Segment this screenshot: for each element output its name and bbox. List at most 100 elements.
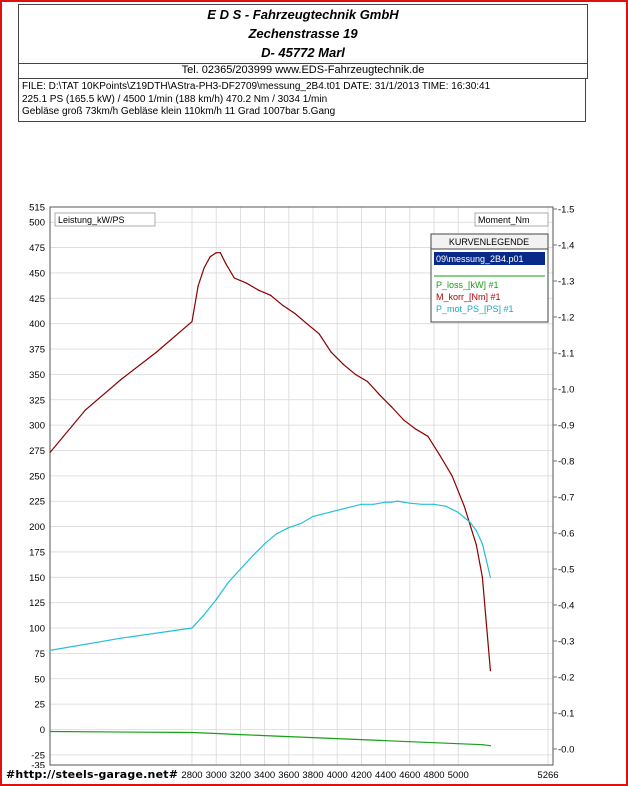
left-tick-label: 450 (29, 268, 45, 279)
series-point (409, 502, 411, 504)
series-point (276, 533, 278, 535)
series-point (155, 351, 158, 353)
series-point (372, 503, 375, 505)
series-point (427, 435, 429, 437)
left-tick-label: 75 (34, 649, 45, 660)
right-tick-label: -1.2 (558, 313, 574, 324)
right-tick-label: -0.6 (558, 529, 574, 540)
series-point (489, 670, 491, 672)
info-power-line: 225.1 PS (165.5 kW) / 4500 1/min (188 km… (22, 93, 328, 105)
series-point (378, 394, 381, 396)
series-point (489, 745, 491, 747)
watermark-text: #http://steels-garage.net# (6, 768, 179, 781)
left-axis-label-box (54, 212, 156, 227)
series-point (415, 428, 417, 430)
series-point (288, 526, 290, 529)
series-point (360, 503, 362, 505)
series-point (324, 512, 326, 514)
left-tick-label: 400 (29, 319, 45, 330)
series-point (445, 505, 447, 507)
series-point (457, 511, 459, 513)
series-point (463, 505, 465, 507)
series-point (245, 282, 248, 284)
legend-entry-power: P_mot_PS_[PS] #1 (436, 304, 514, 314)
left-tick-label: 515 (29, 203, 45, 214)
series-point (203, 614, 205, 616)
series-point (49, 649, 51, 651)
series-point (120, 637, 122, 639)
series-point (433, 503, 435, 505)
series-point (282, 304, 284, 307)
series-point (120, 378, 122, 381)
series-point (403, 501, 405, 503)
left-tick-label: 0 (40, 725, 45, 736)
left-tick-label: 50 (34, 674, 45, 685)
series-point (294, 312, 296, 315)
series-point (197, 285, 199, 287)
right-tick-label: -1.4 (558, 241, 574, 252)
left-tick-label: 25 (34, 700, 45, 711)
series-point (306, 323, 308, 325)
series-point (251, 555, 254, 557)
right-axis-label-box (474, 212, 549, 227)
series-point (300, 522, 302, 525)
left-tick-label: 200 (29, 522, 45, 533)
series-line-0 (49, 252, 491, 671)
legend-entry-torque: M_korr_[Nm] #1 (436, 292, 501, 302)
right-tick-label: -1.5 (558, 205, 574, 216)
left-tick-label: -35 (31, 761, 45, 772)
series-point (312, 515, 314, 518)
left-axis-label: Leistung_kW/PS (58, 215, 125, 225)
x-tick-label: 4800 (423, 770, 444, 781)
left-tick-label: 100 (29, 624, 45, 635)
series-point (348, 506, 350, 508)
left-tick-label: 375 (29, 345, 45, 356)
x-tick-label: 3000 (206, 770, 227, 781)
series-point (191, 627, 193, 629)
right-tick-label: -0.2 (558, 673, 574, 684)
series-point (342, 363, 344, 365)
series-point (481, 744, 483, 746)
right-tick-label: -0.5 (558, 565, 574, 576)
series-point (451, 475, 453, 477)
left-tick-label: 425 (29, 294, 45, 305)
series-line-2 (49, 730, 491, 747)
series-point (203, 267, 205, 269)
left-tick-label: 225 (29, 497, 45, 508)
series-point (489, 576, 491, 578)
left-axis-ticks: 5155004754504254003753503253002752502252… (29, 203, 45, 772)
series-point (215, 732, 217, 735)
plot-area-border (49, 206, 554, 766)
series-point (397, 500, 399, 502)
x-tick-label: 4600 (399, 770, 420, 781)
x-tick-label: 5266 (537, 770, 558, 781)
series-point (84, 409, 87, 411)
series-point (191, 321, 193, 323)
series-point (318, 333, 320, 335)
series-point (409, 741, 411, 743)
right-tick-label: -0.1 (558, 709, 574, 720)
contact-line: Tel. 02365/203999 www.EDS-Fahrzeugtechni… (18, 62, 588, 79)
legend-title: KURVENLEGENDE (449, 237, 529, 247)
series-point (433, 742, 435, 744)
right-axis-label: Moment_Nm (478, 215, 530, 225)
series-point (457, 743, 459, 745)
series-point (385, 501, 387, 503)
series-point (312, 737, 314, 739)
company-city: D- 45772 Marl (261, 45, 345, 60)
company-name: E D S - Fahrzeugtechnik GmbH (207, 7, 399, 22)
series-point (330, 351, 332, 353)
series-point (288, 735, 290, 738)
series-point (354, 373, 356, 375)
series-layer (49, 252, 491, 747)
series-point (264, 543, 266, 545)
right-tick-label: -0.4 (558, 601, 574, 612)
x-tick-label: 5000 (448, 770, 469, 781)
series-point (391, 501, 393, 503)
right-tick-label: -1.3 (558, 277, 574, 288)
right-tick-label: -0.9 (558, 421, 574, 432)
series-point (366, 380, 369, 383)
x-tick-label: 3400 (254, 770, 275, 781)
